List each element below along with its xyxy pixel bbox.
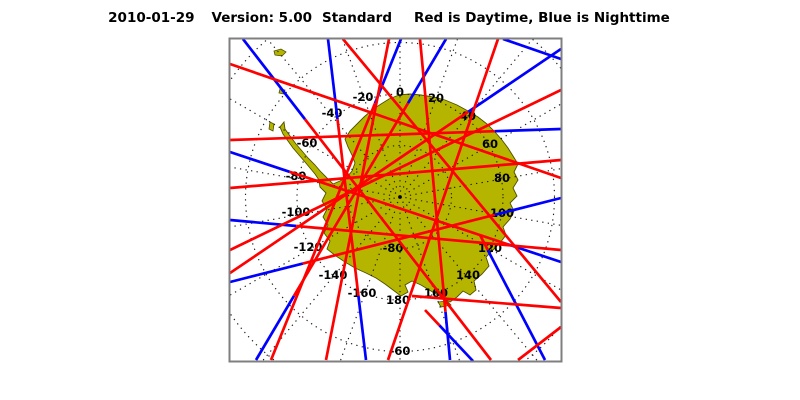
longitude-label: -140 (319, 268, 348, 282)
plot-title: 2010-01-29 Version: 5.00 Standard Red is Da… (0, 10, 778, 26)
nighttime-track-line (357, 295, 368, 361)
latitude-circle (296, 93, 504, 301)
daytime-track-line (411, 294, 562, 310)
latitude-circle (244, 41, 556, 353)
title-legend: Red is Daytime, Blue is Nighttime (414, 10, 670, 26)
daytime-track-line (229, 158, 562, 190)
nighttime-track-line (494, 196, 562, 217)
nighttime-track-line (326, 38, 339, 120)
daytime-track-line (418, 38, 447, 312)
daytime-track-line (324, 38, 391, 361)
pole-marker-icon (398, 195, 402, 199)
latitude-circle (393, 190, 407, 204)
longitude-label: -20 (353, 90, 374, 104)
longitude-label: 0 (396, 85, 404, 99)
island (268, 121, 275, 132)
daytime-track-line (336, 119, 360, 296)
daytime-track-line (424, 309, 441, 327)
daytime-track-line (386, 38, 500, 361)
plot-frame (228, 37, 563, 363)
longitude-label: 60 (482, 137, 498, 151)
daytime-track-line (517, 325, 562, 362)
nighttime-track-line (229, 218, 297, 228)
longitude-label: -160 (348, 286, 377, 300)
longitude-label: -60 (297, 136, 318, 150)
nighttime-track-line (229, 150, 291, 174)
nighttime-track-line (467, 47, 562, 113)
title-mode: Standard (322, 10, 392, 26)
latitude-circle (347, 144, 453, 250)
daytime-track-line (289, 170, 509, 246)
longitude-label: -40 (322, 106, 343, 120)
map-layers: 020406080100120140160180-160-140-120-100… (229, 38, 562, 362)
daytime-track-line (269, 102, 377, 361)
island (273, 48, 287, 57)
daytime-track-line (302, 213, 496, 265)
longitude-label: 140 (456, 268, 480, 282)
title-date: 2010-01-29 (108, 10, 195, 26)
title-version: Version: 5.00 (211, 10, 312, 26)
daytime-track-line (478, 234, 489, 251)
daytime-track-line (229, 62, 562, 180)
longitude-label: 180 (386, 293, 410, 307)
nighttime-track-line (229, 262, 304, 284)
nighttime-track-line (254, 295, 296, 361)
nighttime-track-line (494, 127, 562, 133)
latitude-label: -80 (383, 241, 404, 255)
daytime-track-line (292, 102, 410, 297)
longitude-label: 80 (494, 171, 510, 185)
latitude-label: -60 (390, 344, 411, 358)
nighttime-track-line (406, 38, 448, 104)
daytime-track-line (229, 88, 562, 252)
nighttime-track-line (502, 38, 562, 61)
longitude-label: 20 (428, 91, 444, 105)
nighttime-track-line (438, 324, 474, 362)
